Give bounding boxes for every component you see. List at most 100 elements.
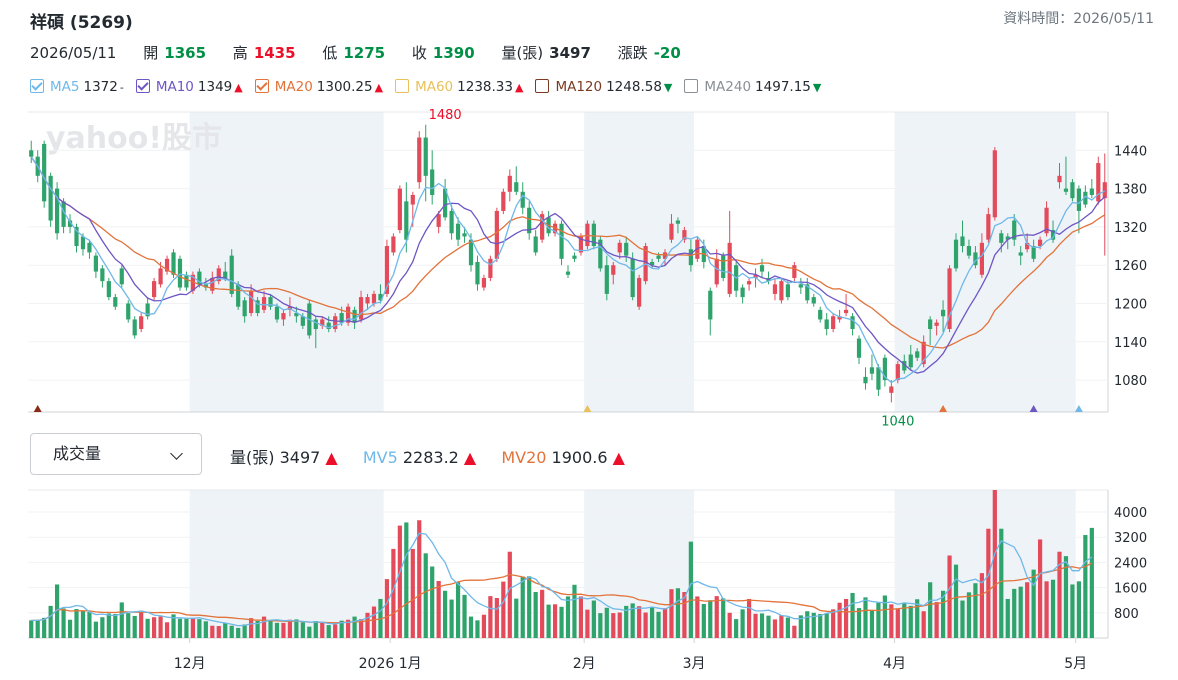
candle-body: [384, 246, 390, 294]
volume-bar: [617, 612, 622, 638]
data-time: 資料時間：2026/05/11: [1003, 11, 1154, 27]
ma-value: 1300.25: [316, 79, 373, 95]
ma-legend-item-ma240[interactable]: MA240 1497.15 ▼: [684, 79, 821, 95]
shaded-band: [894, 112, 1076, 412]
volume-bar: [164, 622, 170, 638]
volume-bar: [139, 610, 144, 638]
volume-bar: [274, 622, 280, 638]
ma-legend-item-ma60[interactable]: MA60 1238.33 ▲: [395, 79, 523, 95]
candle-body: [274, 306, 280, 320]
candle-body: [785, 284, 790, 298]
checkbox-icon[interactable]: [254, 79, 269, 93]
volume-bar: [300, 622, 305, 638]
volume-bar: [468, 616, 474, 638]
indicator-dropdown[interactable]: 成交量: [30, 433, 202, 475]
candle-body: [966, 246, 972, 256]
candle-body: [197, 271, 202, 285]
candle-body: [565, 271, 571, 275]
volume-bar: [940, 590, 946, 638]
volume-bar: [29, 620, 34, 638]
candle-body: [876, 367, 881, 390]
mv5-line: [31, 532, 1093, 627]
event-marker-icon: [33, 405, 42, 412]
checkbox-icon[interactable]: [684, 79, 699, 93]
candle-body: [695, 239, 700, 259]
candle-body: [992, 150, 997, 218]
mv5-legend-item: MV5 2283.2 ▲: [363, 448, 476, 467]
ma-value: 1238.33: [457, 79, 513, 95]
checkbox-icon[interactable]: [30, 79, 44, 93]
candle-body: [371, 293, 377, 304]
candle-body: [365, 297, 370, 304]
candle-body: [953, 239, 959, 269]
candle-body: [190, 274, 196, 291]
volume-bar: [572, 584, 577, 638]
candle-body: [1025, 242, 1030, 250]
candle-body: [1050, 230, 1056, 240]
ma-legend-item-ma20[interactable]: MA20 1300.25 ▲: [254, 79, 383, 95]
candle-body: [915, 351, 920, 358]
candle-body: [1031, 246, 1036, 259]
volume-bar: [216, 626, 221, 638]
volume-bar: [404, 522, 409, 638]
volume-bar: [591, 600, 596, 638]
candle-body: [540, 214, 545, 240]
candle-body: [1012, 220, 1017, 240]
volume-bar: [695, 596, 700, 638]
ma-legend-item-ma120[interactable]: MA120 1248.58 ▼: [535, 79, 672, 95]
volume-bar: [824, 613, 829, 638]
checkbox-icon[interactable]: [395, 79, 410, 93]
volume-bar: [831, 609, 836, 638]
volume-bar: [598, 613, 603, 638]
volume-bar: [1012, 588, 1017, 638]
candle-body: [494, 210, 499, 259]
candle-body: [352, 309, 357, 323]
candle-body: [391, 236, 396, 253]
volume-bar: [552, 604, 558, 638]
candle-body: [67, 220, 73, 227]
trend-icon: ▲: [234, 81, 243, 94]
candle-body: [132, 319, 137, 336]
volume-bar: [1083, 535, 1088, 638]
candle-body: [598, 239, 603, 269]
checkbox-icon[interactable]: [535, 79, 550, 93]
volume-bar: [889, 604, 894, 638]
volume-bar: [669, 589, 674, 638]
volume-bar: [67, 619, 73, 638]
candle-body: [772, 284, 778, 294]
price-annotation: 1040: [881, 415, 914, 430]
candle-body: [378, 293, 383, 301]
quote-open: 開 1365: [143, 42, 206, 63]
ma20-line: [30, 156, 1106, 349]
volume-legend: 量(張) 3497 ▲ MV5 2283.2 ▲ MV20 1900.6 ▲: [230, 444, 645, 468]
volume-bar: [87, 611, 92, 638]
candle-body: [940, 309, 946, 317]
volume-bar: [1089, 527, 1094, 638]
volume-bar: [908, 605, 913, 638]
ma-legend-item-ma5[interactable]: MA5 1372-: [30, 79, 124, 95]
volume-bar: [746, 598, 752, 638]
volume-bar: [488, 596, 493, 638]
checkbox-icon[interactable]: [135, 79, 150, 93]
stock-title: 祥碩 (5269): [30, 13, 133, 33]
volume-bar: [1076, 581, 1081, 638]
volume-bar: [779, 615, 784, 638]
candle-body: [236, 284, 241, 307]
month-label: 2026 1月: [359, 656, 422, 672]
candle-body: [624, 242, 629, 256]
candle-body: [604, 265, 609, 294]
ma-legend-item-ma10[interactable]: MA10 1349 ▲: [135, 79, 243, 95]
volume-bar: [714, 596, 719, 638]
candle-body: [824, 319, 829, 330]
volume-bar: [701, 603, 706, 638]
volume-bar: [688, 541, 693, 638]
volume-bar: [960, 600, 965, 638]
candle-body: [42, 143, 47, 202]
volume-bar: [850, 592, 855, 638]
candle-body: [843, 309, 849, 314]
candle-body: [559, 223, 564, 259]
candle-body: [682, 230, 687, 240]
volume-bar: [481, 614, 487, 638]
volume-bar: [268, 620, 273, 638]
